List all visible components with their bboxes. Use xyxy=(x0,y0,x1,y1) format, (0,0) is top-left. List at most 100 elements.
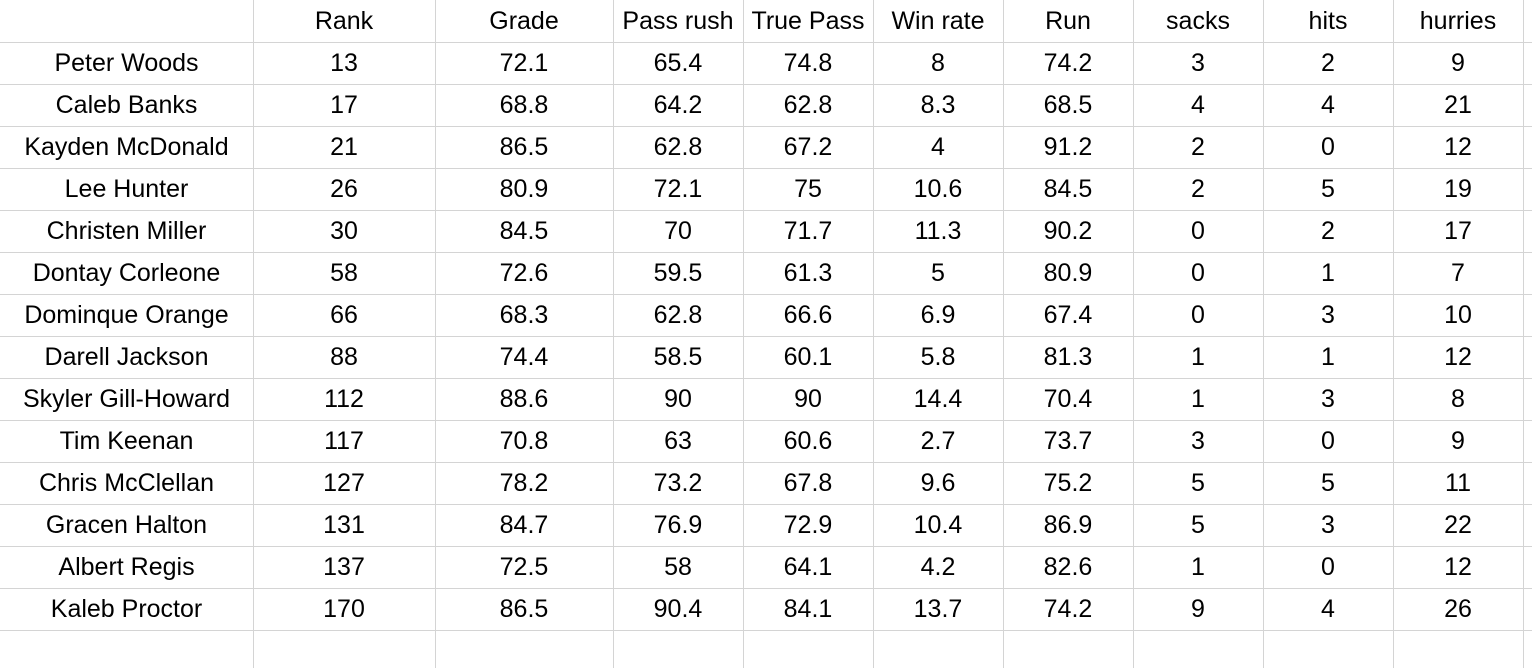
stat-cell: 84.5 xyxy=(499,216,549,245)
stat-cell: 71.7 xyxy=(783,216,833,245)
player-name: Lee Hunter xyxy=(64,174,189,203)
stat-cell: 74.2 xyxy=(1043,594,1093,623)
stat-cell: 84.1 xyxy=(783,594,833,623)
stat-cell: 30 xyxy=(330,216,358,245)
player-name: Kayden McDonald xyxy=(24,132,229,161)
column-header: sacks xyxy=(1166,6,1230,35)
stat-cell: 3 xyxy=(1191,48,1205,77)
stat-cell: 0 xyxy=(1321,426,1335,455)
stat-cell: 13.7 xyxy=(913,594,963,623)
stat-cell: 68.8 xyxy=(499,90,549,119)
stat-cell: 67.2 xyxy=(783,132,833,161)
player-name: Christen Miller xyxy=(46,216,207,245)
stat-cell: 90.2 xyxy=(1043,216,1093,245)
stat-cell: 70.8 xyxy=(499,426,549,455)
stat-cell: 0 xyxy=(1191,258,1205,287)
grid-line xyxy=(0,168,1532,169)
stat-cell: 9 xyxy=(1451,48,1465,77)
column-header: hits xyxy=(1308,6,1348,35)
stat-cell: 68.3 xyxy=(499,300,549,329)
stat-cell: 72.1 xyxy=(499,48,549,77)
stat-cell: 59.5 xyxy=(653,258,703,287)
stat-cell: 2 xyxy=(1191,132,1205,161)
stat-cell: 86.9 xyxy=(1043,510,1093,539)
grid-line xyxy=(1003,0,1004,668)
stat-cell: 90 xyxy=(794,384,822,413)
stat-cell: 6.9 xyxy=(920,300,956,329)
stat-cell: 7 xyxy=(1451,258,1465,287)
stat-cell: 4 xyxy=(1191,90,1205,119)
column-header: Run xyxy=(1045,6,1091,35)
grid-line xyxy=(0,84,1532,85)
stat-cell: 70 xyxy=(664,216,692,245)
grid-line xyxy=(0,630,1532,631)
grid-line xyxy=(0,546,1532,547)
stat-cell: 65.4 xyxy=(653,48,703,77)
stat-cell: 5.8 xyxy=(920,342,956,371)
stat-cell: 62.8 xyxy=(653,132,703,161)
stat-cell: 2.7 xyxy=(920,426,956,455)
stat-cell: 9 xyxy=(1191,594,1205,623)
stat-cell: 12 xyxy=(1444,552,1472,581)
stat-cell: 74.8 xyxy=(783,48,833,77)
stat-cell: 10.6 xyxy=(913,174,963,203)
stat-cell: 84.7 xyxy=(499,510,549,539)
stat-cell: 72.9 xyxy=(783,510,833,539)
grid-line xyxy=(0,252,1532,253)
stat-cell: 64.2 xyxy=(653,90,703,119)
stat-cell: 80.9 xyxy=(1043,258,1093,287)
stat-cell: 4 xyxy=(1321,90,1335,119)
stat-cell: 4 xyxy=(1321,594,1335,623)
stat-cell: 5 xyxy=(931,258,945,287)
stat-cell: 12 xyxy=(1444,342,1472,371)
stat-cell: 3 xyxy=(1321,300,1335,329)
stat-cell: 11.3 xyxy=(914,216,962,245)
stat-cell: 70.4 xyxy=(1043,384,1093,413)
stat-cell: 1 xyxy=(1321,258,1335,287)
grid-line xyxy=(0,378,1532,379)
stat-cell: 11 xyxy=(1445,468,1471,497)
stat-cell: 82.6 xyxy=(1043,552,1093,581)
stat-cell: 9.6 xyxy=(920,468,956,497)
stat-cell: 3 xyxy=(1321,510,1335,539)
grid-line xyxy=(1263,0,1264,668)
stat-cell: 1 xyxy=(1191,342,1205,371)
stat-cell: 78.2 xyxy=(499,468,549,497)
column-header: hurries xyxy=(1419,6,1497,35)
stat-cell: 10.4 xyxy=(913,510,963,539)
stat-cell: 75 xyxy=(794,174,822,203)
stat-cell: 58 xyxy=(664,552,692,581)
player-name: Dominque Orange xyxy=(24,300,229,329)
stat-cell: 74.2 xyxy=(1043,48,1093,77)
column-header: Rank xyxy=(314,6,374,35)
stat-cell: 5 xyxy=(1191,468,1205,497)
stat-cell: 0 xyxy=(1321,552,1335,581)
stat-cell: 22 xyxy=(1444,510,1472,539)
stat-cell: 5 xyxy=(1321,468,1335,497)
stat-cell: 88.6 xyxy=(499,384,549,413)
player-name: Gracen Halton xyxy=(45,510,208,539)
grid-line xyxy=(0,42,1532,43)
stat-cell: 73.2 xyxy=(653,468,703,497)
stat-cell: 117 xyxy=(324,426,364,455)
player-name: Albert Regis xyxy=(58,552,195,581)
player-name: Tim Keenan xyxy=(59,426,194,455)
stat-cell: 127 xyxy=(323,468,365,497)
grid-line xyxy=(0,336,1532,337)
stat-cell: 66.6 xyxy=(783,300,833,329)
column-header: Win rate xyxy=(891,6,985,35)
grid-line xyxy=(0,504,1532,505)
stat-cell: 61.3 xyxy=(783,258,833,287)
stat-cell: 60.6 xyxy=(783,426,833,455)
stat-cell: 81.3 xyxy=(1043,342,1093,371)
stat-cell: 5 xyxy=(1191,510,1205,539)
stat-cell: 8 xyxy=(931,48,945,77)
player-name: Darell Jackson xyxy=(44,342,209,371)
stat-cell: 72.1 xyxy=(653,174,703,203)
player-name: Skyler Gill-Howard xyxy=(23,384,230,413)
stat-cell: 76.9 xyxy=(653,510,703,539)
stat-cell: 2 xyxy=(1321,216,1335,245)
player-name: Dontay Corleone xyxy=(32,258,221,287)
grid-line xyxy=(0,462,1532,463)
